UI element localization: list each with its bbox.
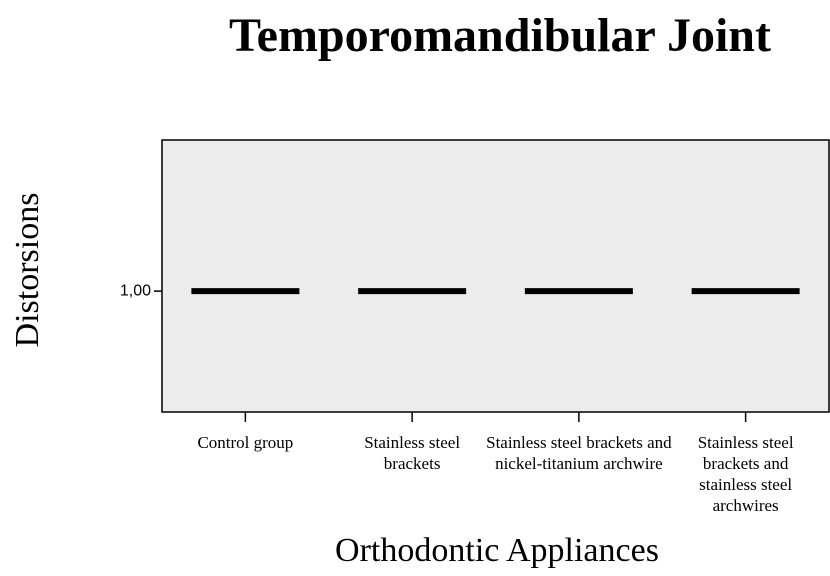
y-tick-label: 1,00 bbox=[120, 282, 151, 299]
plot-area bbox=[161, 139, 830, 413]
x-tick-label: Stainless steel brackets and stainless s… bbox=[697, 433, 794, 515]
x-tick-label: Control group bbox=[197, 433, 294, 452]
y-axis-label: Distorsions bbox=[9, 193, 46, 348]
x-axis-label: Orthodontic Appliances bbox=[335, 532, 659, 569]
x-tick-label: Stainless steel brackets bbox=[364, 433, 461, 473]
x-tick-label: Stainless steel brackets and nickel-tita… bbox=[486, 433, 672, 473]
chart-title: Temporomandibular Joint bbox=[229, 9, 771, 62]
